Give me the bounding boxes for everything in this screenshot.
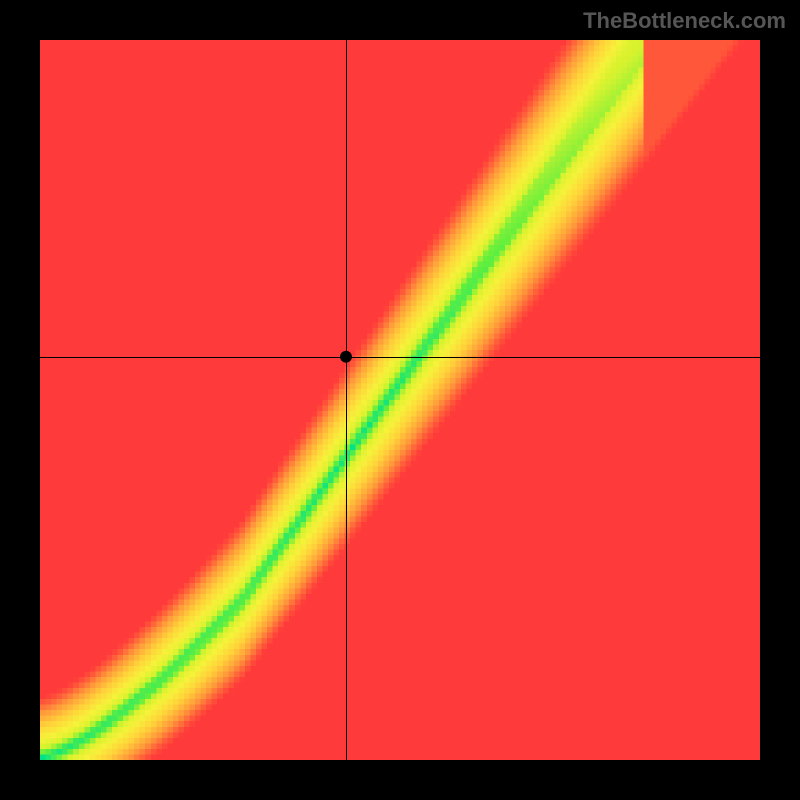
chart-container: TheBottleneck.com [0, 0, 800, 800]
watermark-text: TheBottleneck.com [583, 8, 786, 34]
crosshair-overlay [40, 40, 760, 760]
